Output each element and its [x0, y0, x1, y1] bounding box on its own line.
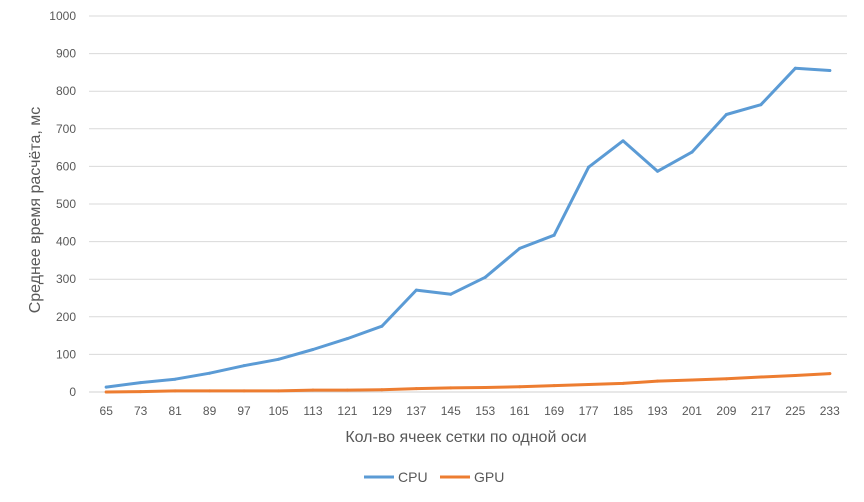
series-line-gpu	[104, 372, 832, 394]
gridlines	[89, 15, 847, 393]
x-tick-label: 201	[682, 404, 702, 418]
data-point-cpu	[208, 371, 212, 375]
series-line-cpu	[104, 66, 832, 389]
data-point-gpu	[690, 378, 694, 382]
x-tick-label: 129	[372, 404, 392, 418]
y-tick-label: 900	[56, 47, 76, 61]
data-point-cpu	[139, 381, 143, 385]
x-tick-label: 209	[716, 404, 736, 418]
y-tick-label: 800	[56, 84, 76, 98]
x-tick-label: 113	[303, 404, 322, 418]
x-tick-label: 225	[785, 404, 805, 418]
legend-label-gpu: GPU	[474, 469, 504, 485]
data-point-cpu	[483, 275, 487, 279]
data-point-gpu	[277, 389, 280, 393]
x-axis-ticks: 65 73 81 89 97 105 113 121 129 137 145 153 161 169 177…	[100, 404, 841, 418]
data-point-cpu	[621, 139, 625, 143]
data-point-cpu	[793, 66, 797, 70]
y-axis-title: Среднее время расчёта, мс	[27, 107, 44, 314]
data-point-gpu	[518, 385, 522, 389]
data-point-cpu	[173, 377, 177, 381]
data-point-gpu	[414, 387, 418, 391]
x-tick-label: 73	[134, 404, 148, 418]
data-point-gpu	[587, 382, 591, 386]
data-point-cpu	[518, 246, 522, 250]
x-tick-label: 217	[751, 404, 771, 418]
y-tick-label: 300	[56, 272, 76, 286]
y-axis-ticks: 0 100 200 300 400 500 600 700 800 900 1000	[49, 9, 76, 399]
data-point-cpu	[656, 169, 659, 173]
y-tick-label: 200	[56, 310, 76, 324]
x-tick-label: 153	[475, 404, 495, 418]
data-point-gpu	[793, 373, 797, 377]
x-axis-title: Кол-во ячеек сетки по одной оси	[345, 429, 586, 446]
y-tick-label: 400	[56, 235, 76, 249]
x-tick-label: 121	[337, 404, 357, 418]
data-point-cpu	[552, 233, 556, 237]
legend: CPU GPU	[364, 469, 504, 485]
data-point-cpu	[759, 103, 763, 107]
data-point-cpu	[311, 348, 315, 352]
data-point-cpu	[345, 337, 349, 341]
y-tick-label: 0	[69, 385, 76, 399]
data-point-cpu	[242, 364, 246, 368]
x-tick-label: 233	[820, 404, 840, 418]
x-tick-label: 89	[203, 404, 217, 418]
x-tick-label: 193	[647, 404, 667, 418]
data-point-gpu	[242, 389, 246, 393]
data-point-gpu	[828, 372, 832, 376]
data-point-gpu	[724, 377, 728, 381]
data-point-cpu	[277, 357, 280, 361]
x-tick-label: 81	[168, 404, 182, 418]
x-tick-label: 185	[613, 404, 633, 418]
data-point-gpu	[311, 388, 315, 392]
data-point-cpu	[690, 150, 694, 154]
x-tick-label: 169	[544, 404, 564, 418]
y-tick-label: 600	[56, 159, 76, 173]
x-tick-label: 177	[579, 404, 599, 418]
x-tick-label: 137	[406, 404, 426, 418]
x-tick-label: 65	[100, 404, 114, 418]
data-point-gpu	[208, 389, 212, 393]
data-point-cpu	[104, 385, 108, 389]
data-point-gpu	[345, 388, 349, 392]
data-point-gpu	[139, 390, 143, 394]
data-point-gpu	[449, 386, 453, 390]
data-point-gpu	[104, 390, 108, 394]
data-point-cpu	[828, 69, 832, 73]
x-tick-label: 105	[268, 404, 288, 418]
y-tick-label: 100	[56, 347, 76, 361]
series	[104, 66, 832, 394]
data-point-gpu	[483, 385, 487, 389]
y-tick-label: 500	[56, 197, 76, 211]
data-point-cpu	[724, 113, 728, 117]
x-tick-label: 97	[237, 404, 251, 418]
data-point-cpu	[587, 165, 591, 169]
x-tick-label: 161	[510, 404, 530, 418]
legend-label-cpu: CPU	[398, 469, 428, 485]
data-point-gpu	[380, 388, 384, 392]
data-point-gpu	[552, 384, 556, 388]
x-tick-label: 145	[441, 404, 461, 418]
y-tick-label: 700	[56, 122, 76, 136]
data-point-gpu	[656, 379, 659, 383]
data-point-gpu	[173, 389, 177, 393]
data-point-cpu	[380, 324, 384, 328]
data-point-cpu	[414, 288, 418, 292]
y-tick-label: 1000	[49, 9, 76, 23]
data-point-gpu	[759, 375, 763, 379]
data-point-gpu	[621, 381, 625, 385]
data-point-cpu	[449, 292, 453, 296]
